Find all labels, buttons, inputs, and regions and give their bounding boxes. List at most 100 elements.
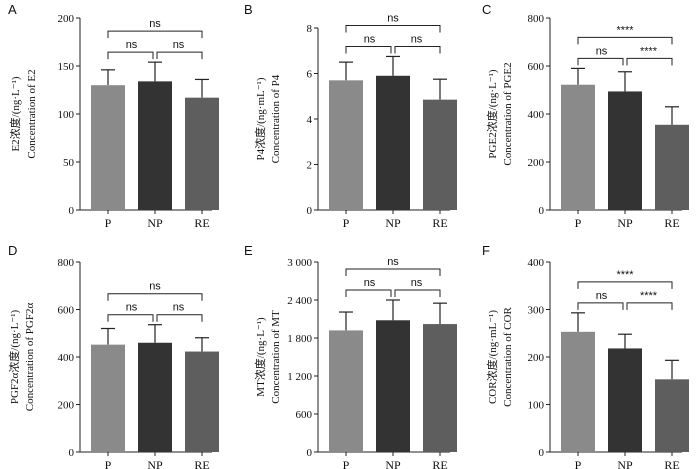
- significance-label: ns: [411, 33, 423, 45]
- x-category-label: P: [343, 458, 350, 469]
- bar-re: [423, 99, 457, 210]
- y-tick-label: 8: [307, 23, 313, 35]
- x-category-label: NP: [385, 216, 401, 230]
- significance-bracket: [107, 30, 203, 39]
- x-category-label: P: [575, 216, 582, 230]
- significance-bracket: [626, 57, 673, 66]
- y-tick-label: 0: [69, 447, 75, 459]
- bar-re: [185, 351, 219, 452]
- significance-label: ns: [126, 302, 138, 314]
- y-tick-label: 150: [58, 61, 75, 73]
- y-tick-label: 4: [307, 114, 313, 126]
- x-category-label: RE: [432, 216, 447, 230]
- significance-label: ns: [596, 290, 608, 302]
- x-category-label: NP: [147, 216, 163, 230]
- significance-label: ns: [149, 281, 161, 293]
- x-category-label: RE: [194, 458, 209, 469]
- panel-e: E 0 600 1 200 1 800 2 400 3 000 MT浓度/(ng·L⁻¹) Co…: [244, 243, 457, 469]
- bar-p: [561, 331, 595, 452]
- significance-label: ns: [596, 45, 608, 57]
- significance-bracket: [107, 293, 203, 301]
- significance-label: ns: [173, 302, 185, 314]
- y-tick-label: 1 800: [287, 333, 312, 345]
- significance-bracket: [577, 281, 673, 289]
- panel-label: F: [482, 243, 490, 258]
- y-tick-label: 800: [528, 13, 545, 25]
- y-axis-label-cn: PGE2浓度/(ng·L⁻¹): [485, 69, 499, 158]
- significance-bracket: [345, 24, 441, 33]
- x-category-label: P: [105, 458, 112, 469]
- y-tick-label: 400: [528, 257, 545, 269]
- y-tick-label: 600: [58, 305, 75, 317]
- significance-label: ns: [173, 39, 185, 51]
- y-tick-label: 300: [528, 305, 545, 317]
- significance-label: ****: [640, 45, 658, 57]
- bar-re: [185, 97, 219, 210]
- y-axis-label-en: Concentration of PGF2α: [24, 303, 36, 412]
- y-tick-label: 200: [58, 400, 75, 412]
- bar-re: [655, 124, 689, 210]
- y-axis-label-cn: COR浓度/(ng·mL⁻¹): [485, 310, 499, 404]
- significance-bracket: [394, 45, 441, 54]
- bar-p: [329, 80, 363, 210]
- significance-bracket: [345, 268, 441, 276]
- y-axis-label-en: Concentration of E2: [26, 69, 38, 158]
- significance-label: ns: [364, 33, 376, 45]
- significance-bracket: [577, 36, 673, 45]
- bar-re: [655, 379, 689, 452]
- y-tick-label: 600: [296, 409, 313, 421]
- bar-p: [561, 84, 595, 210]
- significance-bracket: [107, 51, 154, 60]
- panel-d: D 0 200 400 600 800 PGF2α浓度/(ng·L⁻¹) Concentrat…: [7, 243, 219, 469]
- bar-p: [329, 330, 363, 452]
- bar-p: [91, 85, 125, 210]
- x-category-label: NP: [385, 458, 401, 469]
- significance-label: ns: [364, 277, 376, 289]
- x-category-label: NP: [617, 216, 633, 230]
- significance-label: ****: [616, 24, 634, 36]
- significance-label: ns: [149, 18, 161, 30]
- y-axis-label-cn: MT浓度/(ng·L⁻¹): [253, 317, 267, 397]
- panel-label: D: [8, 243, 17, 258]
- panel-label: E: [244, 243, 253, 258]
- significance-bracket: [626, 302, 673, 310]
- panel-label: B: [244, 2, 253, 17]
- significance-label: ns: [387, 256, 399, 268]
- y-tick-label: 0: [307, 205, 313, 217]
- y-axis-label-cn: P4浓度/(ng·mL⁻¹): [253, 77, 267, 160]
- panel-label: C: [482, 2, 491, 17]
- significance-bracket: [577, 302, 624, 310]
- x-category-label: P: [575, 458, 582, 469]
- bar-np: [376, 75, 410, 211]
- significance-bracket: [156, 314, 203, 322]
- x-category-label: NP: [147, 458, 163, 469]
- y-tick-label: 100: [528, 400, 545, 412]
- significance-bracket: [345, 45, 392, 54]
- panel-c: C 0 200 400 600 800 PGE2浓度/(ng·L⁻¹) Concentrati…: [482, 2, 689, 230]
- bar-np: [138, 342, 172, 452]
- x-category-label: RE: [432, 458, 447, 469]
- significance-bracket: [394, 289, 441, 297]
- x-category-label: NP: [617, 458, 633, 469]
- significance-bracket: [577, 57, 624, 66]
- y-tick-label: 3 000: [287, 257, 312, 269]
- bar-re: [423, 324, 457, 452]
- bar-np: [608, 91, 642, 210]
- y-tick-label: 1 200: [287, 371, 312, 383]
- x-category-label: RE: [664, 458, 679, 469]
- y-axis-label-en: Concentration of COR: [502, 307, 514, 407]
- y-tick-label: 400: [528, 109, 545, 121]
- bar-np: [376, 320, 410, 452]
- y-tick-label: 200: [528, 157, 545, 169]
- y-tick-label: 0: [539, 205, 545, 217]
- significance-label: ns: [387, 12, 399, 24]
- significance-label: ****: [640, 290, 658, 302]
- y-tick-label: 800: [58, 257, 75, 269]
- y-axis-label-cn: PGF2α浓度/(ng·L⁻¹): [7, 310, 21, 405]
- significance-bracket: [156, 51, 203, 60]
- x-category-label: P: [105, 216, 112, 230]
- bar-p: [91, 344, 125, 452]
- y-tick-label: 50: [63, 157, 75, 169]
- y-axis-label-en: Concentration of PGE2: [502, 62, 514, 165]
